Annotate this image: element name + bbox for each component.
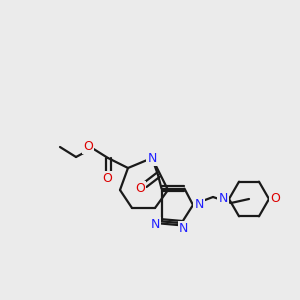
Text: N: N [151,218,160,231]
Text: O: O [83,140,93,152]
Text: N: N [218,193,228,206]
Text: O: O [135,182,145,196]
Text: N: N [147,152,157,164]
Text: N: N [194,199,204,212]
Text: O: O [102,172,112,185]
Text: N: N [179,222,188,235]
Text: O: O [270,193,280,206]
